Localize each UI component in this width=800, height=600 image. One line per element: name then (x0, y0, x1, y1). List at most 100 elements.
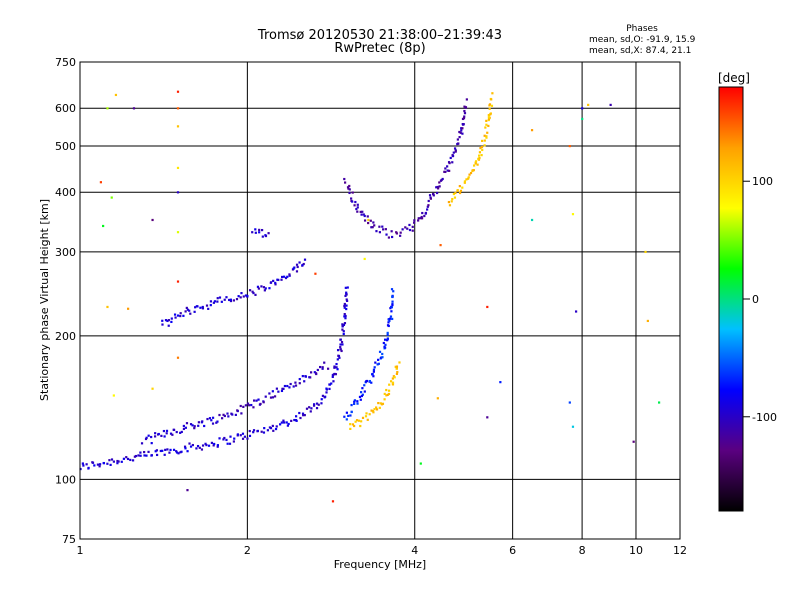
data-point (456, 138, 459, 141)
data-point (99, 181, 103, 184)
data-point (169, 432, 173, 435)
data-point (81, 462, 84, 465)
data-point (368, 379, 371, 383)
data-point (139, 451, 142, 454)
data-point (281, 275, 284, 279)
chart-title: Tromsø 20120530 21:38:00–21:39:43 (257, 28, 502, 43)
data-point (229, 298, 232, 301)
data-point (461, 127, 464, 130)
data-point (371, 410, 375, 413)
data-point (436, 397, 439, 400)
colorbar-tick-label: -100 (752, 411, 777, 424)
data-point (354, 200, 357, 204)
y-tick-label: 300 (55, 246, 76, 259)
data-point (262, 286, 266, 289)
data-point (129, 458, 132, 462)
data-point (439, 244, 442, 247)
data-point (334, 373, 338, 376)
data-point (337, 354, 340, 357)
data-point (354, 420, 357, 423)
data-point (280, 421, 283, 424)
data-point (438, 185, 441, 188)
data-point (127, 307, 130, 310)
data-point (112, 394, 115, 397)
data-point (150, 435, 153, 439)
data-point (448, 169, 451, 172)
data-point (195, 447, 198, 450)
data-point (373, 366, 376, 369)
data-point (257, 287, 260, 290)
data-point (182, 424, 185, 428)
data-point (339, 346, 342, 349)
data-point (356, 206, 359, 209)
data-point (313, 371, 316, 374)
plot-area (80, 62, 680, 539)
data-point (301, 374, 304, 378)
data-point (176, 125, 180, 128)
data-point (571, 213, 575, 216)
data-point (392, 290, 395, 293)
data-point (333, 366, 336, 369)
data-point (349, 414, 352, 417)
phases-stats-x: mean, sd,X: 87.4, 21.1 (589, 46, 691, 56)
colorbar (718, 86, 744, 512)
data-point (205, 304, 209, 307)
data-point (183, 445, 187, 448)
data-point (479, 147, 482, 150)
data-point (644, 250, 647, 254)
data-point (173, 428, 176, 432)
data-point (312, 403, 316, 406)
data-point (298, 382, 301, 385)
data-point (399, 231, 402, 234)
data-point (361, 387, 364, 390)
data-point (176, 191, 180, 194)
data-point (150, 442, 153, 445)
data-point (372, 375, 375, 378)
data-point (480, 154, 483, 157)
data-point (388, 383, 391, 386)
data-point (391, 317, 394, 321)
data-point (356, 400, 359, 403)
data-point (417, 219, 420, 222)
data-point (486, 416, 489, 419)
data-point (305, 407, 309, 410)
data-point (122, 457, 126, 460)
data-point (309, 376, 312, 379)
data-point (308, 406, 311, 409)
data-point (360, 394, 363, 398)
y-tick-label: 75 (62, 533, 76, 546)
data-point (258, 231, 261, 234)
data-point (275, 425, 278, 428)
data-point (164, 448, 167, 451)
data-point (451, 154, 455, 157)
data-point (483, 134, 486, 137)
data-point (126, 457, 130, 461)
data-point (448, 161, 451, 165)
data-point (254, 231, 257, 234)
data-point (390, 288, 394, 291)
data-point (294, 384, 298, 387)
data-point (438, 181, 441, 184)
data-point (82, 464, 85, 467)
data-point (244, 294, 248, 297)
data-point (439, 179, 443, 182)
data-point (320, 402, 323, 405)
data-point (292, 385, 295, 388)
data-point (471, 169, 474, 172)
data-point (272, 279, 275, 282)
data-point (269, 281, 272, 284)
data-point (267, 232, 270, 235)
data-point (385, 388, 388, 392)
data-point (378, 350, 382, 353)
data-point (184, 310, 187, 313)
data-point (345, 304, 348, 307)
data-point (395, 372, 399, 375)
data-point (383, 398, 386, 401)
data-point (468, 173, 471, 176)
data-point (478, 156, 481, 160)
y-axis-label: Stationary phase Virtual Height [km] (38, 199, 51, 401)
data-point (387, 389, 391, 392)
data-point (326, 367, 330, 370)
data-point (351, 200, 354, 203)
data-point (170, 317, 173, 320)
